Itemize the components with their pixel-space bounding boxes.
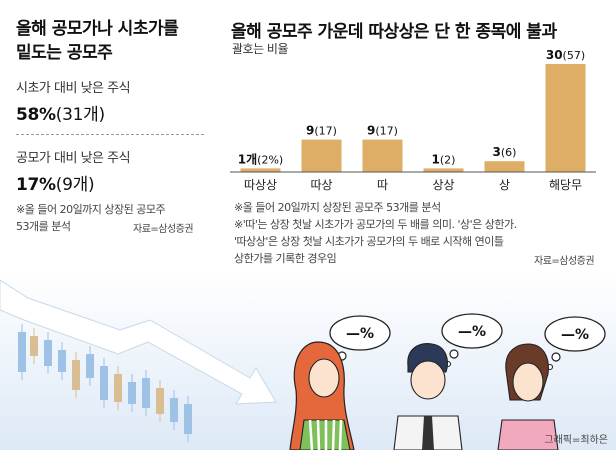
candlestick-decoration [18, 324, 192, 442]
bar-percent-4: (6) [501, 146, 517, 159]
category-label-0: 따상상 [244, 178, 277, 192]
candle-body-1 [30, 336, 38, 356]
chart-unit-note: 괄호는 비율 [232, 42, 289, 56]
left-title-line1: 올해 공모가나 시초가를 [16, 19, 179, 39]
bar-value-5: 30 [546, 48, 563, 62]
bar-4 [484, 161, 525, 172]
stat2-label: 공모가 대비 낮은 주식 [16, 151, 131, 166]
bar-value-label-1: 9(17) [306, 124, 337, 138]
bar-3 [423, 168, 464, 172]
bar-value-3: 1 [432, 152, 440, 166]
bar-0 [240, 168, 281, 172]
stat1-value: 58% [16, 105, 56, 125]
left-title-line2: 밑도는 공모주 [16, 43, 113, 63]
bubble-text-3: —% [561, 327, 589, 343]
category-label-2: 따 [377, 178, 388, 192]
graphic-credit: 그래픽=최하은 [544, 435, 608, 446]
bar-2 [362, 139, 403, 172]
candle-body-11 [170, 398, 178, 422]
stat1-label: 시초가 대비 낮은 주식 [16, 81, 131, 96]
thought-bubble-2: —% [441, 313, 503, 368]
candle-body-5 [86, 354, 94, 378]
bar-value-label-5: 30(57) [546, 48, 585, 62]
chart-source: 자료=삼성증권 [534, 256, 595, 267]
bar-value-label-3: 1(2) [432, 152, 456, 166]
candle-body-6 [100, 366, 108, 400]
bar-value-2: 9 [367, 124, 375, 138]
bar-percent-0: (2%) [257, 153, 283, 166]
left-divider [16, 134, 204, 135]
left-note-line2: 53개를 분석 [16, 220, 71, 233]
candle-body-9 [142, 378, 150, 408]
person-man-tie [393, 343, 463, 450]
person-brown-hair [497, 343, 559, 450]
candle-body-12 [184, 404, 192, 434]
bar-percent-3: (2) [440, 153, 456, 166]
left-source: 자료=삼성증권 [133, 224, 194, 235]
stat2-value-row: 17%(9개) [16, 170, 95, 195]
candle-body-0 [18, 332, 26, 372]
left-panel: 올해 공모가나 시초가를 밑도는 공모주 시초가 대비 낮은 주식 58%(31… [0, 0, 215, 250]
illustration: —% —% —% [0, 270, 616, 450]
stat2-value: 17% [16, 175, 56, 195]
bar-value-label-0: 1개(2%) [238, 152, 283, 166]
stat2-count: (9개) [55, 175, 95, 195]
bar-1 [301, 139, 342, 172]
stat1-value-row: 58%(31개) [16, 100, 105, 125]
bar-value-1: 9 [306, 124, 314, 138]
bar-value-0: 1개 [238, 152, 257, 166]
candle-body-4 [72, 360, 80, 390]
stat1-count: (31개) [55, 105, 105, 125]
candle-body-2 [44, 340, 52, 366]
bar-chart: 1개(2%)따상상9(17)따상9(17)따1(2)상상3(6)상30(57)해… [230, 48, 596, 192]
person-red-hair [289, 341, 355, 450]
falling-arrow [0, 279, 277, 405]
chart-title: 올해 공모주 가운데 따상상은 단 한 종목에 불과 [231, 22, 557, 42]
bar-value-4: 3 [493, 145, 501, 159]
bubble-text-1: —% [346, 326, 374, 342]
category-label-1: 따상 [310, 178, 332, 192]
chart-note-line1: ※올 들어 20일까지 상장된 공모주 53개를 분석 [234, 201, 441, 214]
category-label-4: 상 [499, 178, 510, 192]
bar-5 [545, 64, 586, 172]
bar-value-label-4: 3(6) [493, 145, 517, 159]
candle-body-10 [156, 388, 164, 414]
bar-percent-5: (57) [563, 49, 586, 62]
left-note-line1: ※올 들어 20일까지 상장된 공모주 [16, 203, 166, 216]
candle-body-8 [128, 382, 136, 404]
category-label-5: 해당무 [549, 178, 582, 192]
chart-note-line4: 상한가를 기록한 경우임 [234, 252, 337, 265]
candle-body-3 [58, 350, 66, 372]
bar-value-label-2: 9(17) [367, 124, 398, 138]
bar-percent-1: (17) [314, 125, 337, 138]
candle-body-7 [114, 374, 122, 402]
chart-note-line3: '따상상'은 상장 첫날 시초가가 공모가의 두 배로 시작해 연이틀 [234, 235, 504, 248]
chart-note-line2: ※'따'는 상장 첫날 시초가가 공모가의 두 배를 의미. '상'은 상한가. [234, 218, 517, 231]
thought-bubble-3: —% [544, 316, 606, 371]
category-label-3: 상상 [432, 178, 454, 192]
bar-percent-2: (17) [375, 125, 398, 138]
bubble-text-2: —% [458, 324, 486, 340]
